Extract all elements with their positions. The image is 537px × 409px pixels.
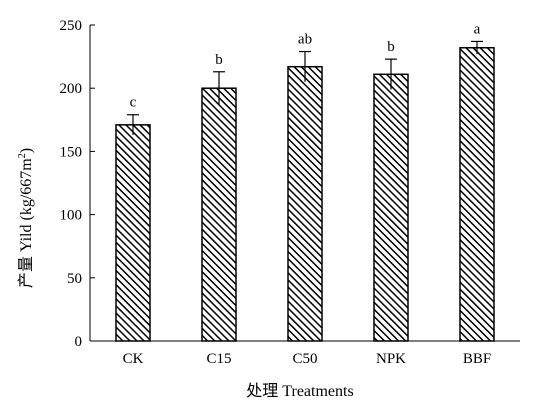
y-axis-title-end: ) [18, 148, 35, 153]
y-axis-title-main: 产量 Yild (kg/667m [17, 158, 35, 288]
bar [287, 65, 323, 342]
bar [459, 47, 495, 342]
x-axis-title: 处理 Treatments [246, 382, 353, 400]
error-bars [127, 40, 483, 135]
bar [201, 87, 237, 342]
y-tick-label: 0 [75, 334, 83, 350]
significance-label: ab [298, 32, 312, 48]
y-tick-label: 100 [60, 208, 83, 224]
x-tick-label: C15 [206, 351, 231, 367]
significance-label: c [130, 95, 137, 111]
bars [115, 47, 495, 342]
x-tick-label: NPK [376, 351, 406, 367]
x-tick-label: CK [123, 351, 144, 367]
y-axis-title: 产量 Yild (kg/667m2) [17, 148, 35, 288]
y-axis-title-superscript: 2 [17, 153, 28, 158]
bar [373, 73, 409, 342]
x-tick-label: BBF [463, 351, 491, 367]
y-tick-label: 50 [67, 271, 82, 287]
significance-label: b [387, 39, 395, 55]
bar [115, 124, 151, 342]
y-tick-label: 200 [60, 81, 83, 97]
significance-label: a [474, 21, 481, 37]
y-tick-label: 150 [60, 144, 83, 160]
x-tick-label: C50 [292, 351, 317, 367]
significance-label: b [215, 52, 223, 68]
labels: 0 50 100 150 200 250 CK c C15 b C50 ab NPK b BBF a [60, 18, 492, 367]
y-tick-label: 250 [60, 18, 83, 34]
